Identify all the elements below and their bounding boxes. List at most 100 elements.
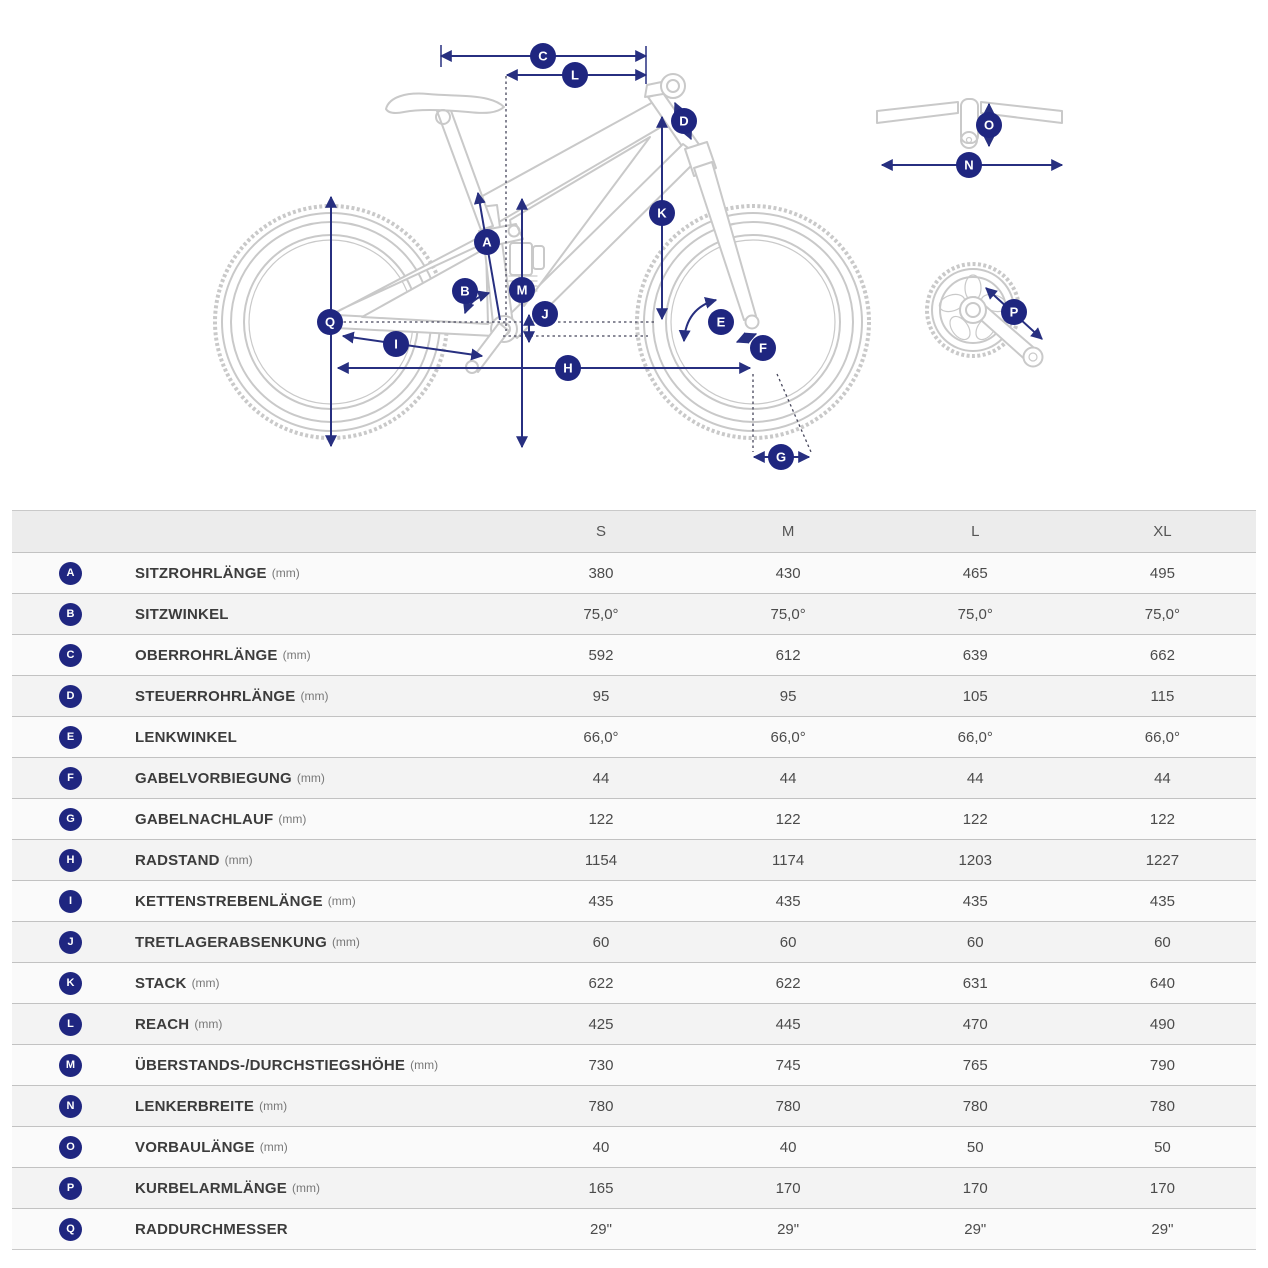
value-cell: 122 (694, 798, 882, 840)
measure-unit: (mm) (259, 1140, 288, 1154)
size-header-row: S M L XL (12, 510, 1256, 553)
value-cell: 780 (694, 1085, 882, 1127)
diagram-badge-i (383, 331, 409, 357)
size-column-header-s: S (507, 510, 695, 553)
table-row-i: I KETTENSTREBENLÄNGE (mm) 435 435 435 435 (12, 880, 1256, 922)
value-cell: 40 (507, 1126, 695, 1168)
diagram-badge-b (452, 278, 478, 304)
value-cell: 105 (881, 675, 1069, 717)
value-cell: 122 (507, 798, 695, 840)
value-cell: 435 (881, 880, 1069, 922)
letter-badge: E (59, 725, 82, 749)
table-row-j: J TRETLAGERABSENKUNG (mm) 60 60 60 60 (12, 921, 1256, 963)
value-cell: 44 (1068, 757, 1256, 799)
diagram-badge-letter-d: D (679, 114, 688, 129)
letter-badge: F (59, 766, 82, 790)
measure-label: LENKERBREITE (135, 1097, 255, 1115)
value-cell: 780 (881, 1085, 1069, 1127)
measure-label: RADDURCHMESSER (135, 1220, 288, 1238)
measure-label: KURBELARMLÄNGE (135, 1179, 287, 1197)
table-row-c: C OBERROHRLÄNGE (mm) 592 612 639 662 (12, 634, 1256, 676)
diagram-badge-p (1001, 299, 1027, 325)
diagram-badge-letter-j: J (541, 307, 548, 322)
value-cell: 425 (507, 1003, 695, 1045)
value-cell: 780 (507, 1085, 695, 1127)
measure-label: KETTENSTREBENLÄNGE (135, 892, 323, 910)
diagram-badge-m (509, 277, 535, 303)
value-cell: 622 (507, 962, 695, 1004)
table-row-h: H RADSTAND (mm) 1154 1174 1203 1227 (12, 839, 1256, 881)
letter-badge: P (59, 1176, 82, 1200)
letter-badge: G (59, 807, 82, 831)
measure-label: RADSTAND (135, 851, 220, 869)
value-cell: 490 (1068, 1003, 1256, 1045)
measure-label-cell: G GABELNACHLAUF (mm) (12, 798, 508, 840)
measure-label-cell: D STEUERROHRLÄNGE (mm) (12, 675, 508, 717)
table-row-m: M ÜBERSTANDS-/DURCHSTIEGSHÖHE (mm) 730 74… (12, 1044, 1256, 1086)
value-cell: 95 (507, 675, 695, 717)
diagram-badge-letter-k: K (657, 206, 667, 221)
value-cell: 44 (694, 757, 882, 799)
diagram-badge-e (708, 309, 734, 335)
diagram-badge-letter-p: P (1010, 305, 1019, 320)
handlebar-top-view-sketch (876, 98, 1063, 149)
diagram-badge-n (956, 152, 982, 178)
measure-label: ÜBERSTANDS-/DURCHSTIEGSHÖHE (135, 1056, 406, 1074)
measure-label: GABELVORBIEGUNG (135, 769, 292, 787)
measure-unit: (mm) (410, 1058, 439, 1072)
table-row-n: N LENKERBREITE (mm) 780 780 780 780 (12, 1085, 1256, 1127)
letter-badge: O (59, 1135, 82, 1159)
value-cell: 622 (694, 962, 882, 1004)
bike-geometry-svg: A B C D E F G H I J K L M N O P Q (213, 43, 1064, 470)
measure-unit: (mm) (300, 689, 329, 703)
measure-label: SITZROHRLÄNGE (135, 564, 267, 582)
measure-label-cell: B SITZWINKEL (12, 593, 508, 635)
value-cell: 66,0° (881, 716, 1069, 758)
letter-badge: Q (59, 1217, 82, 1241)
value-cell: 50 (881, 1126, 1069, 1168)
measure-label: OBERROHRLÄNGE (135, 646, 278, 664)
value-cell: 50 (1068, 1126, 1256, 1168)
measure-label: TRETLAGERABSENKUNG (135, 933, 327, 951)
measure-label-cell: O VORBAULÄNGE (mm) (12, 1126, 508, 1168)
measure-label: REACH (135, 1015, 190, 1033)
value-cell: 115 (1068, 675, 1256, 717)
value-cell: 1203 (881, 839, 1069, 881)
frame-sketch (332, 73, 760, 374)
letter-badge: I (59, 889, 82, 913)
diagram-badge-o (976, 112, 1002, 138)
bike-geometry-diagram: A B C D E F G H I J K L M N O P Q (0, 0, 1268, 505)
diagram-badge-letter-h: H (563, 361, 572, 376)
measure-label-cell: L REACH (mm) (12, 1003, 508, 1045)
table-row-a: A SITZROHRLÄNGE (mm) 380 430 465 495 (12, 552, 1256, 594)
value-cell: 29" (507, 1208, 695, 1250)
letter-badge: J (59, 930, 82, 954)
table-row-k: K STACK (mm) 622 622 631 640 (12, 962, 1256, 1004)
diagram-badge-letter-e: E (717, 315, 726, 330)
bike-sketch (213, 73, 1063, 440)
geometry-table: S M L XL A SITZROHRLÄNGE (mm) 380 430 465 495 … (12, 510, 1256, 1250)
diagram-badge-d (671, 108, 697, 134)
letter-badge: C (59, 643, 82, 667)
table-row-f: F GABELVORBIEGUNG (mm) 44 44 44 44 (12, 757, 1256, 799)
size-column-header-m: M (694, 510, 882, 553)
diagram-badge-letter-a: A (482, 235, 492, 250)
value-cell: 75,0° (694, 593, 882, 635)
letter-badge: H (59, 848, 82, 872)
table-row-e: E LENKWINKEL 66,0° 66,0° 66,0° 66,0° (12, 716, 1256, 758)
diagram-badge-f (750, 335, 776, 361)
value-cell: 445 (694, 1003, 882, 1045)
diagram-badge-q (317, 309, 343, 335)
value-cell: 75,0° (1068, 593, 1256, 635)
measure-label-cell: P KURBELARMLÄNGE (mm) (12, 1167, 508, 1209)
value-cell: 170 (694, 1167, 882, 1209)
measure-label: VORBAULÄNGE (135, 1138, 255, 1156)
measure-label-cell: N LENKERBREITE (mm) (12, 1085, 508, 1127)
value-cell: 662 (1068, 634, 1256, 676)
letter-badge: B (59, 602, 82, 626)
table-row-b: B SITZWINKEL 75,0° 75,0° 75,0° 75,0° (12, 593, 1256, 635)
value-cell: 470 (881, 1003, 1069, 1045)
value-cell: 745 (694, 1044, 882, 1086)
diagram-badge-letter-o: O (984, 118, 994, 133)
value-cell: 790 (1068, 1044, 1256, 1086)
